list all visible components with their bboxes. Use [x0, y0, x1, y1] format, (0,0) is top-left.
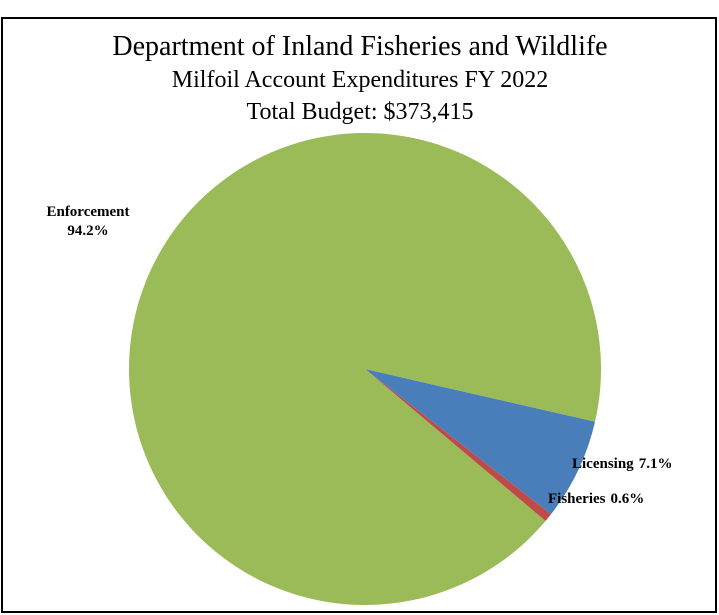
value-label: 94.2% [67, 223, 108, 239]
pie-slice [365, 369, 596, 515]
value-label: 7.1% [639, 456, 673, 472]
category-label: Fisheries [548, 491, 606, 507]
slice-label: Fisheries 0.6% [548, 491, 644, 507]
value-label: 0.6% [611, 491, 645, 507]
pie-slice [129, 133, 601, 605]
slice-label: Licensing 7.1% [572, 456, 672, 472]
total-budget: Total Budget: $373,415 [247, 99, 474, 125]
pie-slice [365, 369, 552, 522]
chart-subtitle: Milfoil Account Expenditures FY 2022 [172, 67, 548, 93]
category-label: Licensing [572, 456, 634, 472]
slice-label: Enforcement 94.2% [46, 204, 129, 239]
category-label: Enforcement [46, 204, 129, 220]
chart-title: Department of Inland Fisheries and Wildl… [112, 31, 607, 62]
